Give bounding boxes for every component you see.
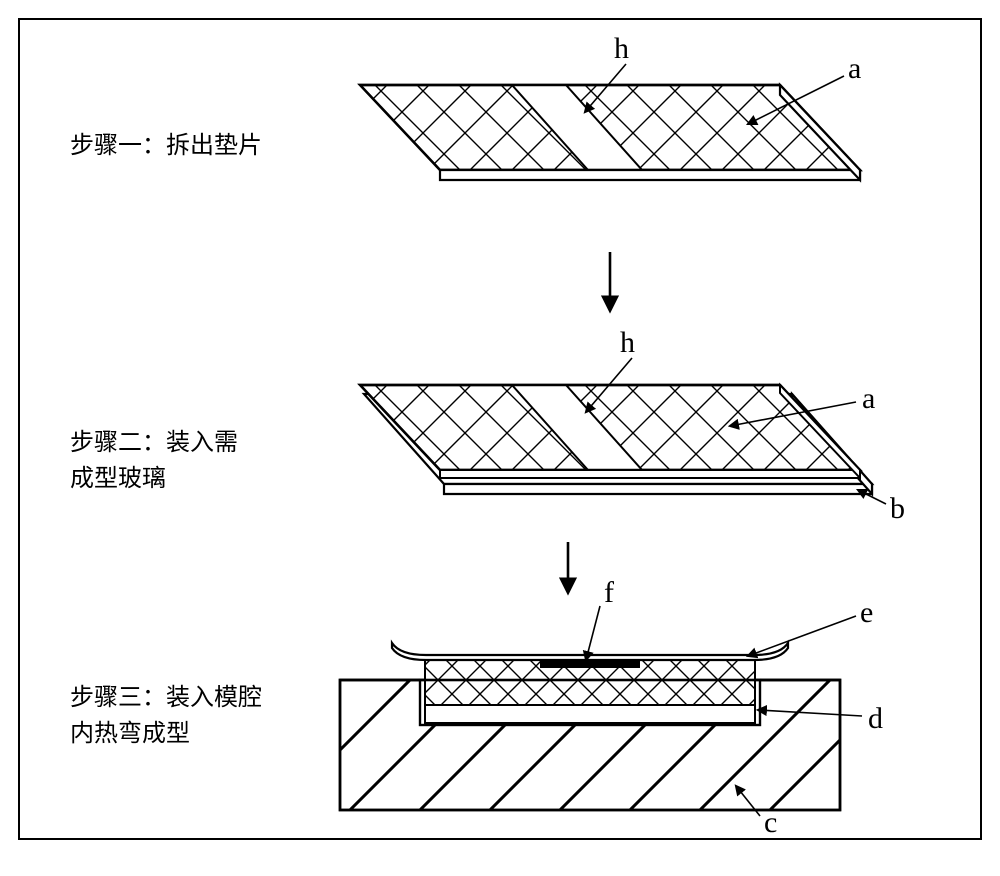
- diagram-frame: 步骤一：拆出垫片 步骤二：装入需 成型玻璃 步骤三：装入模腔 内热弯成型: [18, 18, 982, 840]
- diagram-svg: h a h a: [20, 20, 980, 838]
- step1-callout-h: h: [614, 32, 629, 65]
- step1-callout-a: a: [848, 52, 861, 85]
- step3-callout-e: e: [860, 596, 873, 629]
- step3-callout-d: d: [868, 702, 883, 735]
- step1-figure: h a: [350, 32, 890, 190]
- step2-callout-a: a: [862, 382, 875, 415]
- step3-figure: f e d c: [320, 576, 883, 838]
- step2-callout-h: h: [620, 326, 635, 359]
- step3-callout-f: f: [604, 576, 614, 609]
- step2-callout-b: b: [890, 492, 905, 525]
- step3-callout-c: c: [764, 806, 777, 838]
- step2-figure: h a b: [350, 326, 905, 525]
